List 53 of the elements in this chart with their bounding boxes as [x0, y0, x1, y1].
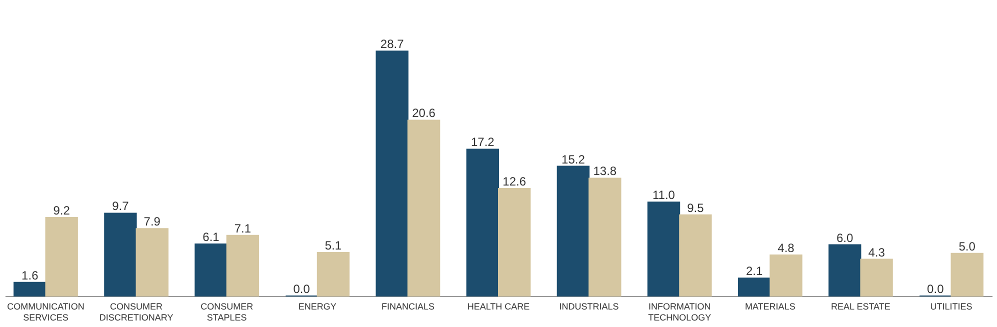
- x-tick-label: FINANCIALS: [381, 302, 434, 312]
- data-label: 7.9: [144, 214, 161, 229]
- data-label: 9.5: [687, 200, 704, 215]
- bar: [407, 120, 440, 296]
- data-label: 5.0: [958, 239, 976, 254]
- data-label: 20.6: [412, 106, 436, 120]
- bar: [647, 202, 680, 296]
- data-label: 6.0: [836, 230, 854, 245]
- bar: [498, 188, 531, 296]
- bar: [588, 178, 622, 296]
- data-label: 28.7: [380, 37, 404, 52]
- data-label: 0.0: [927, 282, 944, 296]
- x-tick-label: COMMUNICATION SERVICES: [7, 302, 84, 322]
- bar: [14, 282, 46, 296]
- data-label: 15.2: [562, 152, 586, 166]
- x-tick-label: CONSUMER STAPLES: [200, 302, 254, 322]
- bar: [316, 252, 350, 296]
- data-label: 1.6: [22, 268, 39, 282]
- bar: [738, 278, 771, 296]
- x-tick-label: UTILITIES: [930, 302, 972, 312]
- bar: [466, 148, 499, 296]
- data-label: 2.1: [746, 264, 763, 278]
- data-label: 0.0: [293, 282, 310, 296]
- bar: [860, 258, 893, 296]
- bar: [556, 166, 590, 296]
- data-label: 9.7: [112, 199, 130, 214]
- bar: [194, 243, 228, 296]
- bar: [226, 234, 260, 296]
- bar: [376, 50, 408, 296]
- bar: [950, 252, 984, 296]
- bar: [45, 216, 78, 296]
- data-label: 12.6: [502, 174, 526, 188]
- data-label: 9.2: [53, 203, 70, 218]
- x-tick-label: ENERGY: [298, 302, 336, 312]
- data-label: 4.3: [868, 245, 886, 260]
- data-label: 11.0: [652, 188, 676, 202]
- x-tick-label: REAL ESTATE: [831, 302, 890, 312]
- bar: [770, 254, 802, 296]
- x-tick-label: INFORMATION TECHNOLOGY: [648, 302, 712, 322]
- data-label: 13.8: [593, 164, 617, 178]
- x-tick-label: HEALTH CARE: [467, 302, 530, 312]
- bar: [679, 214, 712, 296]
- data-label: 4.8: [778, 241, 795, 256]
- data-label: 17.2: [470, 135, 495, 150]
- x-tick-label: INDUSTRIALS: [559, 302, 619, 312]
- x-tick-label: MATERIALS: [744, 302, 796, 312]
- bar: [104, 212, 137, 296]
- x-tick-label: CONSUMER DISCRETIONARY: [99, 302, 174, 322]
- data-label: 5.1: [324, 238, 342, 252]
- bar: [828, 244, 862, 296]
- data-label: 6.1: [202, 230, 220, 244]
- bar: [136, 228, 168, 296]
- data-label: 7.1: [234, 221, 252, 236]
